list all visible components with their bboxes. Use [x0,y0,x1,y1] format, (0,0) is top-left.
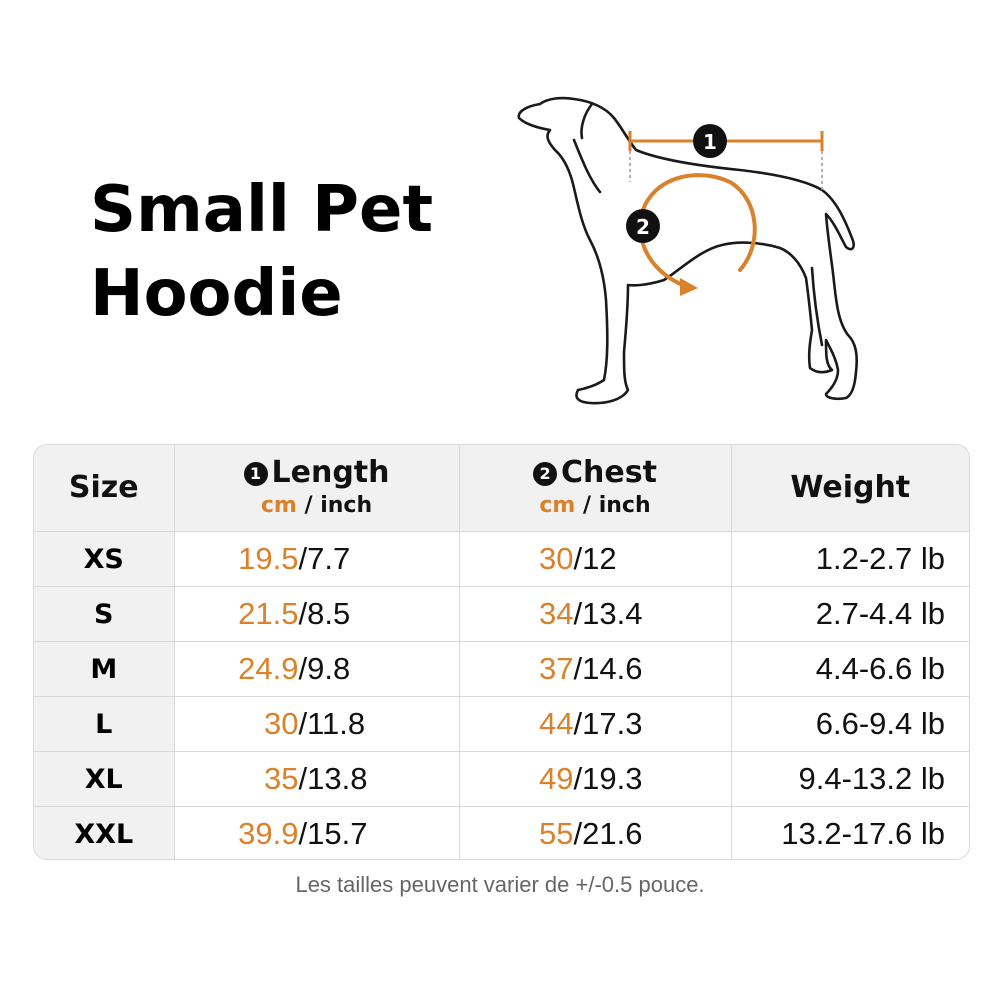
size-cell: M [34,641,175,697]
dog-outline-icon [517,96,859,405]
header-weight: Weight [731,445,969,532]
size-cell: XL [34,751,175,807]
marker-2-icon: 2 [533,462,558,486]
header-length: 1 Length cm / inch [174,445,460,532]
unit-inch: / inch [575,493,651,518]
chest-cell: 37/14.6 [459,641,732,697]
length-cell: 39.9/15.7 [174,806,460,859]
weight-cell: 1.2-2.7 lb [731,531,969,587]
size-variance-note: Les tailles peuvent varier de +/-0.5 pou… [295,872,705,897]
size-cell: XXL [34,806,175,859]
weight-cell: 13.2-17.6 lb [781,816,945,851]
chest-cell: 55/21.6 [459,806,732,859]
title-line-1: Small Pet [90,173,434,247]
table-row: M 24.9/9.8 37/14.6 4.4-6.6 lb [34,641,969,697]
weight-cell: 4.4-6.6 lb [731,641,969,697]
table-row: L 30/11.8 44/17.3 6.6-9.4 lb [34,696,969,752]
length-cell: 30/11.8 [174,696,460,752]
weight-cell: 6.6-9.4 lb [731,696,969,752]
table-row: XXL 39.9/15.7 55/21.6 13.2-17.6 lb [34,806,969,859]
marker-2-icon: 2 [626,209,660,243]
marker-1-icon: 1 [243,462,268,486]
chest-measure-arrow [638,173,757,296]
size-cell: L [34,696,175,752]
unit-cm: cm [539,493,576,518]
size-cell: XS [34,531,175,587]
length-cell: 21.5/8.5 [174,586,460,642]
dog-measurement-diagram: 1 2 [517,96,859,405]
header-chest: 2 Chest cm / inch [459,445,732,532]
chest-cell: 49/19.3 [459,751,732,807]
weight-cell: 2.7-4.4 lb [731,586,969,642]
length-cell: 35/13.8 [174,751,460,807]
marker-1-icon: 1 [693,124,727,158]
table-row: XL 35/13.8 49/19.3 9.4-13.2 lb [34,751,969,807]
chest-cell: 44/17.3 [459,696,732,752]
header-size: Size [34,445,175,532]
size-chart-table: Size 1 Length cm / inch 2 Chest cm / inch … [33,444,970,860]
table-row: S 21.5/8.5 34/13.4 2.7-4.4 lb [34,586,969,642]
svg-text:2: 2 [636,215,650,239]
table-header-row: Size 1 Length cm / inch 2 Chest cm / inch … [34,445,969,532]
unit-inch: / inch [296,493,373,518]
svg-text:1: 1 [703,130,717,154]
chest-cell: 30/12 [459,531,732,587]
length-cell: 19.5/7.7 [174,531,460,587]
chest-cell: 34/13.4 [459,586,732,642]
title-line-2: Hoodie [90,257,343,331]
table-row: XS 19.5/7.7 30/12 1.2-2.7 lb [34,531,969,587]
length-cell: 24.9/9.8 [174,641,460,697]
weight-cell: 9.4-13.2 lb [731,751,969,807]
size-cell: S [34,586,175,642]
unit-cm: cm [260,493,297,518]
page-title: Small Pet Hoodie [90,168,433,336]
